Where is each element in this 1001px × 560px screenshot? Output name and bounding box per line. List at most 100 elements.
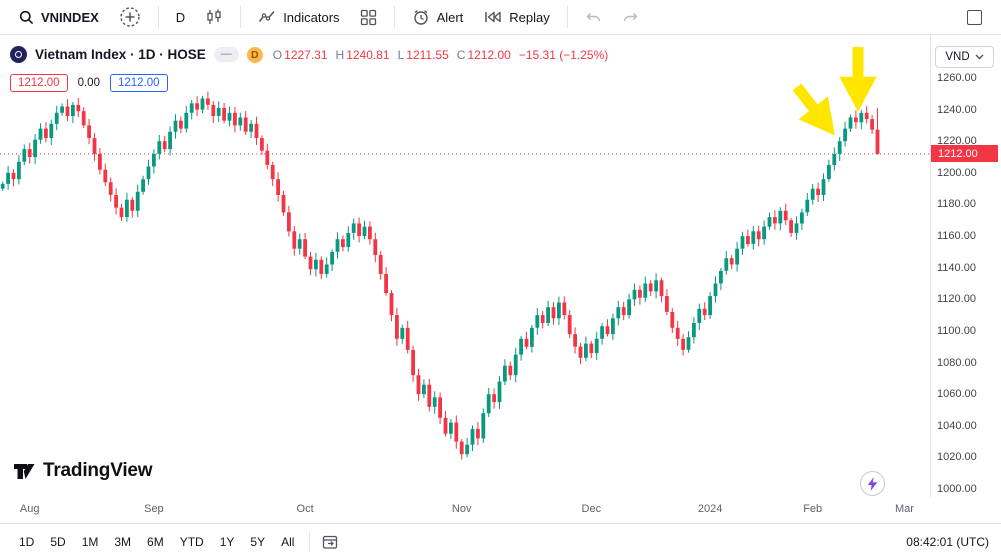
alert-price-label[interactable]: 1212.00 [10, 74, 68, 92]
candlestick-chart[interactable] [0, 35, 930, 497]
toolbar-divider [566, 6, 568, 28]
price-axis-label: 1140.00 [937, 261, 976, 274]
fullscreen-icon [967, 9, 982, 25]
indicators-label: Indicators [283, 9, 340, 25]
currency-dropdown[interactable]: VND [935, 46, 994, 68]
layout-grid-button[interactable] [351, 3, 386, 31]
ohlc-values: O 1227.31 H 1240.81 L 1211.55 C 1212.00 −15.… [273, 48, 608, 62]
close-value: 1212.00 [467, 47, 511, 62]
time-axis-label: Feb [803, 503, 823, 515]
boost-button[interactable] [860, 471, 885, 496]
price-axis-label: 1180.00 [937, 198, 976, 211]
toolbar-divider [393, 6, 395, 28]
interval-button[interactable]: D [167, 3, 194, 31]
tradingview-logo-icon [12, 459, 36, 483]
compare-add-button[interactable] [110, 3, 150, 31]
redo-button[interactable] [613, 3, 648, 31]
range-button-all[interactable]: All [274, 531, 301, 553]
indicators-icon [258, 9, 276, 25]
price-axis-label: 1040.00 [937, 419, 977, 432]
price-axis[interactable]: VND 1260.00 1240.00 1220.00 1200.00 1180.00 1… [930, 35, 1001, 497]
undo-icon [585, 9, 602, 25]
high-label: H [335, 47, 345, 62]
time-axis-label: Dec [581, 503, 602, 515]
drawing-arrow-annotation[interactable] [792, 47, 877, 136]
time-axis-label: 2024 [697, 503, 723, 515]
range-button-1d[interactable]: 1D [12, 531, 41, 553]
replay-icon [483, 9, 502, 25]
candlestick-icon [205, 8, 223, 26]
range-button-6m[interactable]: 6M [140, 531, 171, 553]
price-axis-label: 1160.00 [937, 230, 976, 243]
go-to-date-button[interactable] [318, 530, 343, 554]
price-axis-label: 1120.00 [937, 293, 976, 306]
open-value: 1227.31 [284, 47, 328, 62]
minus-badge[interactable]: — [213, 47, 239, 62]
chart-title[interactable]: Vietnam Index · 1D · HOSE [35, 47, 206, 62]
chart-legend: Vietnam Index · 1D · HOSE — D O 1227.31 H… [10, 46, 608, 63]
time-axis-label: Nov [451, 503, 472, 515]
alarm-clock-icon [412, 8, 430, 26]
low-value: 1211.55 [406, 47, 449, 62]
calendar-icon [322, 534, 339, 550]
price-axis-label: 1100.00 [937, 324, 976, 337]
symbol-name: VNINDEX [41, 9, 99, 25]
chevron-down-icon [975, 54, 984, 60]
grid-icon [360, 9, 377, 26]
replay-button[interactable]: Replay [474, 3, 558, 31]
range-selector: 1D 5D 1M 3M 6M YTD 1Y 5Y All [12, 531, 301, 553]
symbol-logo [10, 46, 27, 63]
tradingview-watermark[interactable]: TradingView [12, 459, 153, 483]
low-label: L [397, 47, 405, 62]
time-axis-label: Aug [19, 503, 40, 515]
bottom-toolbar: 1D 5D 1M 3M 6M YTD 1Y 5Y All 08:42:01 (UTC) [0, 523, 1001, 560]
symbol-search-button[interactable]: VNINDEX [10, 3, 108, 31]
price-label-row: 1212.00 0.00 1212.00 [10, 74, 168, 92]
redo-icon [622, 9, 639, 25]
toolbar-divider [309, 532, 311, 552]
chart-region: Vietnam Index · 1D · HOSE — D O 1227.31 H… [0, 35, 1001, 497]
interval-label: D [175, 9, 186, 25]
price-axis-label: 1240.00 [937, 103, 977, 116]
tradingview-brand: TradingView [43, 460, 153, 481]
range-button-5y[interactable]: 5Y [243, 531, 272, 553]
toolbar-divider [240, 6, 242, 28]
price-axis-label: 1260.00 [937, 72, 977, 84]
replay-label: Replay [509, 9, 550, 25]
price-axis-label: 1220.00 [937, 135, 977, 148]
lightning-icon [867, 476, 878, 491]
time-axis-label: Oct [296, 503, 314, 515]
indicators-button[interactable]: Indicators [249, 3, 348, 31]
time-axis-label: Sep [144, 503, 164, 515]
open-label: O [272, 47, 283, 62]
range-button-1y[interactable]: 1Y [213, 531, 242, 553]
alert-button[interactable]: Alert [403, 3, 473, 31]
price-axis-label: 1020.00 [937, 451, 977, 464]
currency-label: VND [945, 51, 970, 63]
close-label: C [456, 47, 466, 62]
last-price-tag: 1212.00 [931, 145, 998, 163]
range-button-1m[interactable]: 1M [75, 531, 106, 553]
countdown-label: 0.00 [76, 74, 101, 92]
change-value: −15.31 (−1.25%) [518, 47, 609, 62]
delayed-data-badge[interactable]: D [246, 46, 263, 63]
chart-area[interactable]: Vietnam Index · 1D · HOSE — D O 1227.31 H… [0, 35, 930, 497]
price-axis-label: 1000.00 [937, 483, 977, 495]
fullscreen-button[interactable] [958, 3, 991, 31]
chart-type-button[interactable] [196, 3, 232, 31]
top-toolbar: VNINDEX D Indicators Alert Repl [0, 0, 1001, 35]
price-axis-label: 1200.00 [937, 166, 977, 179]
search-icon [19, 10, 34, 25]
toolbar-divider [157, 6, 159, 28]
clock[interactable]: 08:42:01 (UTC) [906, 535, 989, 549]
price-axis-label: 1080.00 [937, 356, 977, 369]
undo-button[interactable] [576, 3, 611, 31]
plus-circle-icon [119, 6, 141, 28]
time-axis[interactable]: Aug Sep Oct Nov Dec 2024 Feb Mar [0, 497, 1001, 523]
alert-label: Alert [436, 9, 464, 25]
order-price-label[interactable]: 1212.00 [109, 74, 168, 92]
high-value: 1240.81 [346, 47, 390, 62]
range-button-5d[interactable]: 5D [43, 531, 72, 553]
range-button-ytd[interactable]: YTD [173, 531, 211, 553]
range-button-3m[interactable]: 3M [107, 531, 138, 553]
